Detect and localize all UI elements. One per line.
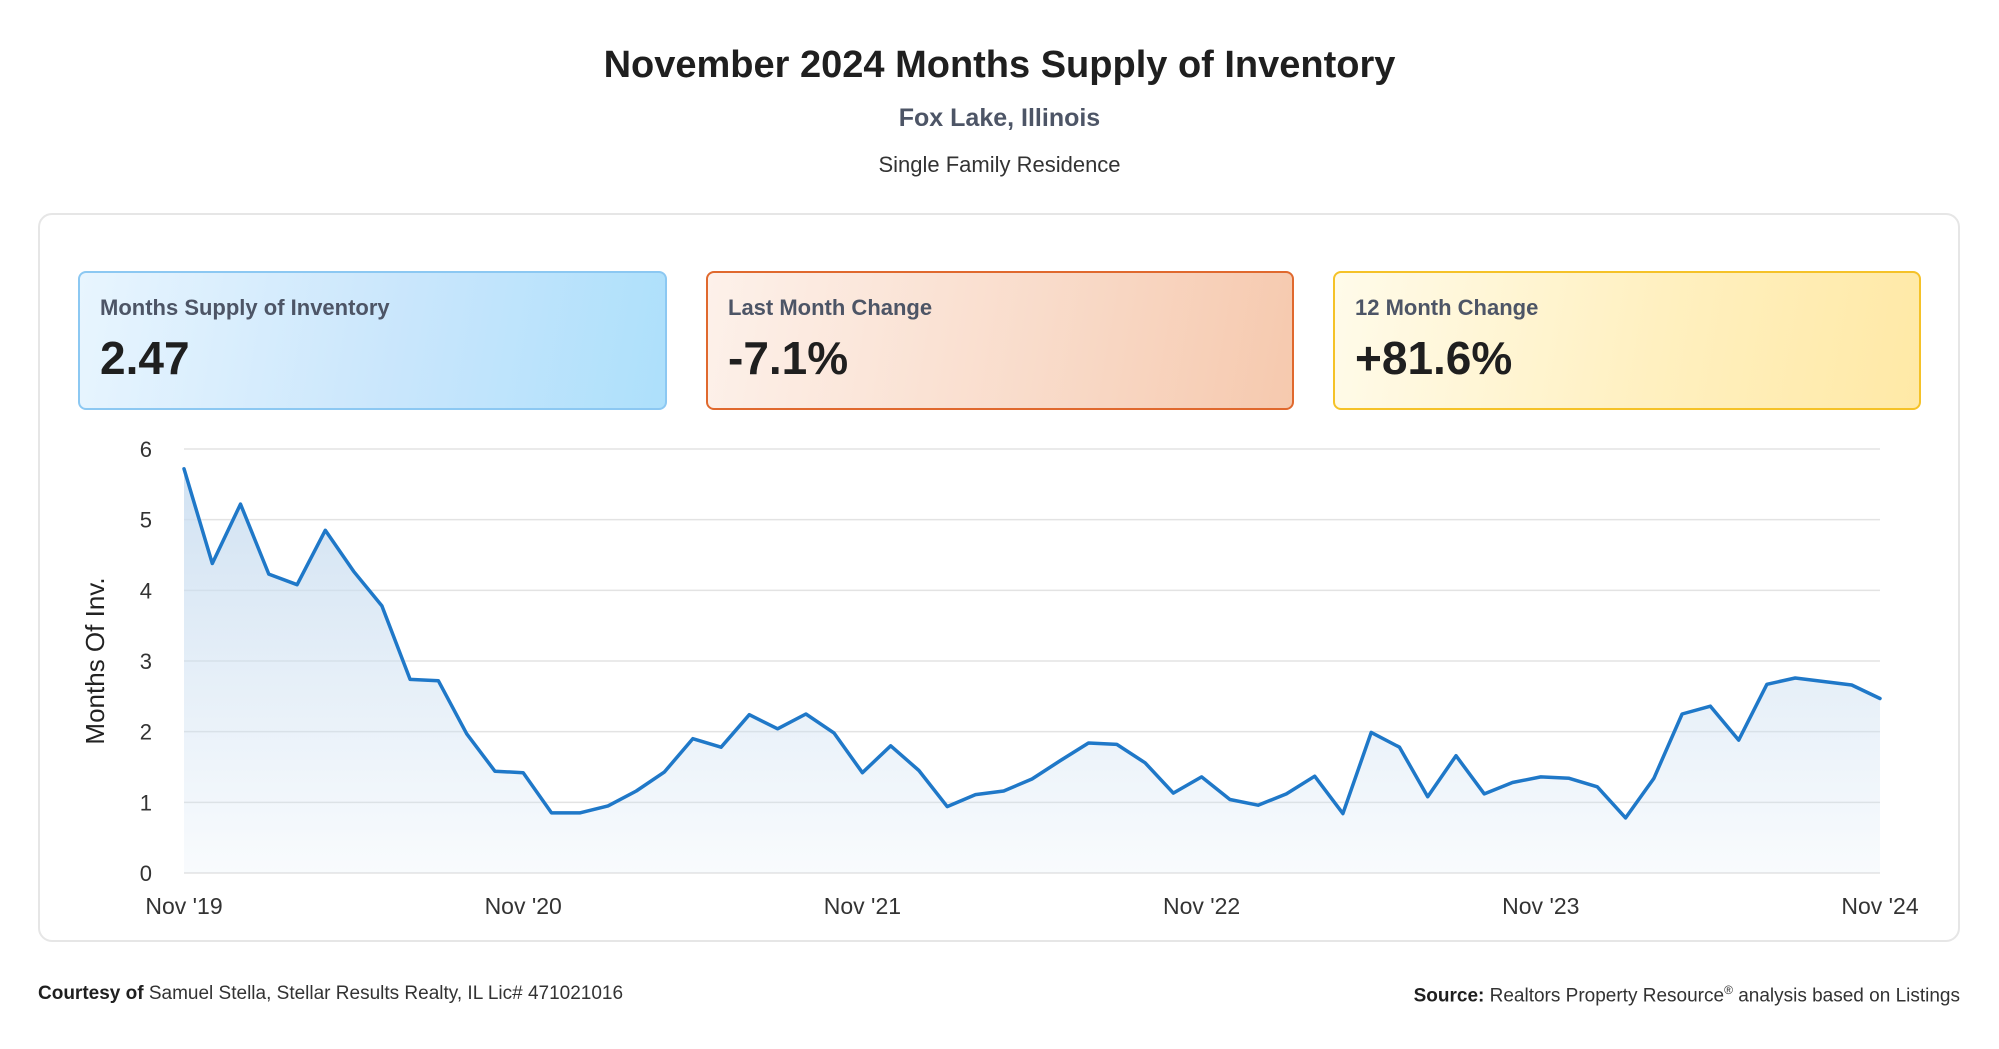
months-supply-card: Months Supply of Inventory 2.47	[78, 271, 667, 410]
courtesy-text: Samuel Stella, Stellar Results Realty, I…	[148, 983, 624, 1004]
data-point	[352, 569, 356, 573]
data-point	[1850, 683, 1854, 687]
data-point	[1595, 785, 1599, 789]
data-point	[1793, 676, 1797, 680]
data-point	[1878, 697, 1882, 701]
data-point	[436, 679, 440, 683]
data-point	[1256, 803, 1260, 807]
data-point	[1058, 759, 1062, 763]
data-point	[889, 744, 893, 748]
data-point	[1737, 738, 1741, 742]
data-point	[408, 677, 412, 681]
data-point	[182, 467, 186, 471]
data-point	[804, 712, 808, 716]
data-point	[323, 528, 327, 532]
registered-mark: ®	[1724, 983, 1733, 997]
data-point	[1313, 774, 1317, 778]
y-tick-label: 3	[140, 649, 152, 674]
data-point	[634, 789, 638, 793]
data-point	[493, 769, 497, 773]
last-month-change-value: -7.1%	[728, 332, 849, 384]
source-text: Realtors Property Resource	[1489, 985, 1725, 1007]
data-point	[1143, 761, 1147, 765]
data-point	[1426, 795, 1430, 799]
data-point	[1539, 775, 1543, 779]
data-point	[945, 805, 949, 809]
x-tick-label: Nov '23	[1502, 893, 1579, 919]
data-point	[1511, 781, 1515, 785]
data-point	[1369, 730, 1373, 734]
x-tick-label: Nov '19	[145, 893, 222, 919]
data-point	[465, 732, 469, 736]
data-point	[1652, 776, 1656, 780]
data-point	[1398, 745, 1402, 749]
y-tick-label: 5	[140, 508, 152, 533]
x-tick-label: Nov '21	[824, 893, 901, 919]
data-point	[974, 793, 978, 797]
data-point	[1030, 777, 1034, 781]
data-point	[1284, 792, 1288, 796]
months-supply-value: 2.47	[100, 332, 190, 384]
data-point	[1680, 712, 1684, 716]
data-point	[1454, 754, 1458, 758]
data-point	[1822, 680, 1826, 684]
last-month-change-label: Last Month Change	[728, 295, 933, 320]
chart-title: November 2024 Months Supply of Inventory	[603, 44, 1396, 86]
data-point	[691, 737, 695, 741]
data-point	[1341, 812, 1345, 816]
data-point	[1087, 741, 1091, 745]
data-point	[578, 811, 582, 815]
data-point	[267, 572, 271, 576]
y-tick-label: 4	[140, 578, 152, 603]
data-point	[719, 745, 723, 749]
series-area	[184, 468, 1880, 873]
data-point	[1482, 792, 1486, 796]
data-point	[860, 771, 864, 775]
x-tick-label: Nov '20	[485, 893, 562, 919]
data-point	[663, 770, 667, 774]
data-point	[747, 713, 751, 717]
y-tick-label: 0	[140, 861, 152, 886]
x-tick-label: Nov '22	[1163, 893, 1240, 919]
footer-source: Source: Realtors Property Resource® anal…	[1414, 983, 1960, 1007]
twelve-month-change-value: +81.6%	[1355, 332, 1513, 384]
data-point	[295, 583, 299, 587]
data-point	[239, 502, 243, 506]
y-tick-label: 1	[140, 790, 152, 815]
series-line	[182, 467, 1882, 820]
data-point	[521, 771, 525, 775]
courtesy-label: Courtesy of	[38, 983, 144, 1004]
months-supply-label: Months Supply of Inventory	[100, 295, 390, 320]
data-point	[1765, 682, 1769, 686]
source-label: Source:	[1413, 985, 1485, 1007]
chart-location: Fox Lake, Illinois	[898, 104, 1101, 132]
twelve-month-change-label: 12 Month Change	[1355, 295, 1539, 320]
data-point	[1002, 789, 1006, 793]
data-point	[917, 769, 921, 773]
data-point	[550, 811, 554, 815]
y-axis-title: Months Of Inv.	[80, 577, 110, 744]
x-tick-label: Nov '24	[1841, 893, 1918, 919]
data-point	[776, 727, 780, 731]
data-point	[832, 731, 836, 735]
data-point	[1200, 775, 1204, 779]
y-tick-label: 6	[140, 437, 152, 462]
data-point	[1624, 816, 1628, 820]
source-text-2: analysis based on Listings	[1738, 985, 1960, 1007]
data-point	[1171, 791, 1175, 795]
data-point	[1567, 776, 1571, 780]
data-point	[1115, 742, 1119, 746]
twelve-month-change-card: 12 Month Change +81.6%	[1333, 271, 1921, 410]
last-month-change-card: Last Month Change -7.1%	[706, 271, 1294, 410]
data-point	[1708, 704, 1712, 708]
chart-property-type: Single Family Residence	[878, 152, 1121, 177]
data-point	[210, 562, 214, 566]
footer-courtesy: Courtesy of Samuel Stella, Stellar Resul…	[38, 983, 623, 1005]
data-point	[380, 604, 384, 608]
y-tick-label: 2	[140, 720, 152, 745]
data-point	[606, 804, 610, 808]
data-point	[1228, 798, 1232, 802]
